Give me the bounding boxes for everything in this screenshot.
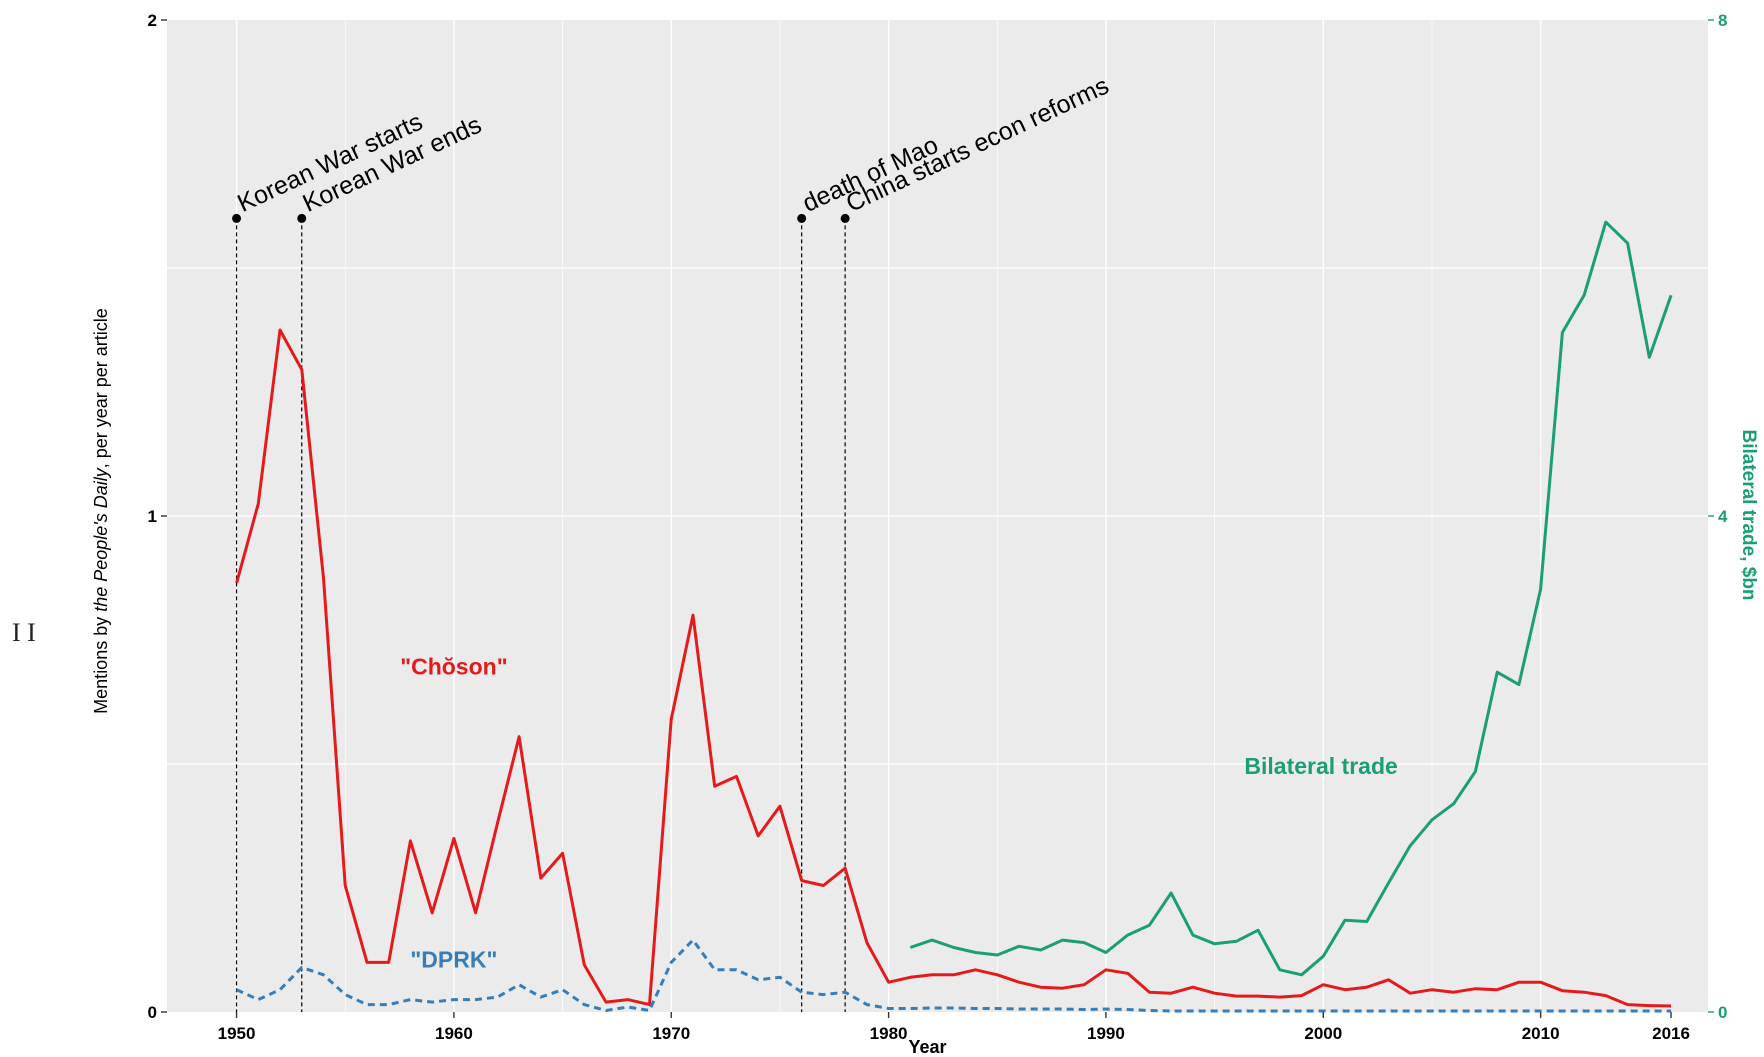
- y-axis-title-part: Mentions by: [91, 612, 111, 714]
- series-line-dprk: [235, 938, 1672, 1013]
- series-label-choson: "Chŏson": [400, 654, 507, 680]
- y-tick-label: 2: [148, 11, 157, 30]
- x-tick-label: 2000: [1304, 1024, 1342, 1043]
- y-axis-title: Mentions by the People's Daily, per year…: [91, 308, 111, 714]
- annotation-dot: [232, 213, 242, 223]
- series-label-dprk: "DPRK": [410, 946, 497, 972]
- series-line-choson: [235, 328, 1672, 1008]
- x-axis-title: Year: [908, 1037, 946, 1057]
- y-axis-title-italic: the People's Daily: [91, 467, 111, 612]
- x-tick-label: 1960: [435, 1024, 473, 1043]
- x-tick-label: 1950: [218, 1024, 256, 1043]
- x-tick-label: 1980: [870, 1024, 908, 1043]
- axes: 1950 1960 1970 1980 1990 2000 2010 2016 0 1 2 0 4 8: [148, 11, 1728, 1043]
- y2-axis-title: Bilateral trade, $bn: [1738, 429, 1759, 600]
- x-tick-label: 2010: [1522, 1024, 1560, 1043]
- series-line-trade: [909, 220, 1673, 977]
- y2-tick-label: 8: [1718, 11, 1727, 30]
- annotation-dot: [297, 213, 307, 223]
- annotation-dot: [840, 213, 850, 223]
- y2-tick-label: 0: [1718, 1003, 1727, 1022]
- x-tick-label: 1990: [1087, 1024, 1125, 1043]
- series-labels: "Chŏson" "DPRK" Bilateral trade: [400, 654, 1398, 973]
- y-axis-title-part: , per year per article: [91, 308, 111, 468]
- y-tick-label: 0: [148, 1003, 157, 1022]
- series-label-trade: Bilateral trade: [1244, 753, 1397, 779]
- margin-mark: I I: [12, 618, 36, 647]
- x-tick-label: 1970: [652, 1024, 690, 1043]
- grid-lines: [167, 20, 1708, 1012]
- y-tick-label: 1: [148, 507, 157, 526]
- series-lines: [235, 220, 1673, 1013]
- x-tick-label: 2016: [1652, 1024, 1690, 1043]
- y2-tick-label: 4: [1718, 507, 1728, 526]
- annotation-dot: [797, 213, 807, 223]
